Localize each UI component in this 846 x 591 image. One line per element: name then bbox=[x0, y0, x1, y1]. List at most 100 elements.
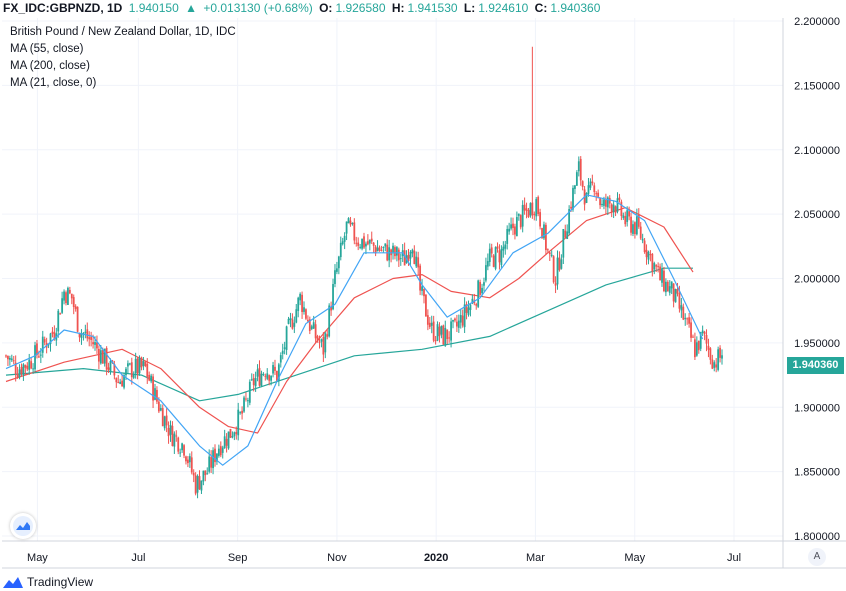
candle-body bbox=[200, 480, 203, 491]
candle-body bbox=[527, 209, 530, 218]
candle-body bbox=[101, 350, 104, 364]
candle-body bbox=[86, 329, 89, 339]
candle-body bbox=[219, 446, 222, 456]
candle-body bbox=[63, 291, 65, 301]
candle-body bbox=[411, 249, 414, 254]
candle-body bbox=[368, 239, 371, 244]
candle-body bbox=[12, 360, 15, 362]
candle-body bbox=[117, 381, 120, 383]
candle-body bbox=[606, 197, 609, 208]
symbol-label[interactable]: FX_IDC:GBPNZD, 1D bbox=[3, 1, 123, 15]
candle-body bbox=[661, 269, 663, 283]
candle-body bbox=[235, 431, 238, 435]
candle-body bbox=[125, 368, 127, 376]
candle-body bbox=[558, 257, 561, 271]
candle-body bbox=[277, 364, 280, 381]
candle-body bbox=[641, 238, 644, 241]
candle-body bbox=[380, 249, 383, 251]
candle-body bbox=[471, 298, 474, 304]
symbol-header: FX_IDC:GBPNZD, 1D 1.940150 ▲ +0.013130 (… bbox=[0, 0, 846, 17]
legend-ma200[interactable]: MA (200, close) bbox=[10, 60, 90, 72]
auto-scale-button[interactable]: A bbox=[808, 548, 826, 566]
candle-body bbox=[140, 357, 143, 368]
candle-body bbox=[96, 342, 98, 349]
candle-body bbox=[374, 246, 377, 254]
high-label: H: bbox=[391, 1, 405, 15]
candle-body bbox=[109, 360, 112, 372]
candle-body bbox=[188, 456, 191, 463]
candle-body bbox=[494, 247, 497, 269]
candle-body bbox=[643, 240, 646, 253]
candle-body bbox=[8, 357, 11, 360]
candle-body bbox=[314, 324, 317, 339]
candle-body bbox=[537, 196, 540, 215]
candle-body bbox=[324, 333, 327, 353]
candle-body bbox=[299, 293, 302, 301]
candle-body bbox=[41, 336, 44, 353]
candle-body bbox=[339, 242, 342, 258]
candle-body bbox=[452, 319, 454, 322]
candle-body bbox=[221, 447, 224, 453]
x-tick-label: Jul bbox=[131, 552, 145, 564]
candle-body bbox=[119, 381, 122, 384]
candle-body bbox=[517, 213, 520, 216]
candle-body bbox=[266, 373, 269, 379]
candle-body bbox=[651, 253, 654, 272]
candle-body bbox=[357, 242, 360, 246]
candle-body bbox=[653, 263, 656, 270]
legend-ma55[interactable]: MA (55, close) bbox=[10, 43, 84, 55]
candle-body bbox=[628, 211, 631, 217]
candle-body bbox=[709, 348, 712, 360]
candle-body bbox=[72, 297, 75, 307]
candle-body bbox=[76, 306, 79, 332]
candle-body bbox=[32, 368, 34, 370]
candle-body bbox=[535, 199, 538, 217]
candle-body bbox=[593, 185, 596, 192]
open-value: 1.926580 bbox=[335, 1, 386, 15]
candle-body bbox=[229, 428, 232, 438]
tradingview-logo[interactable]: TradingView bbox=[0, 573, 93, 591]
candle-body bbox=[171, 425, 174, 446]
candle-body bbox=[134, 358, 137, 374]
candle-body bbox=[361, 238, 363, 249]
candle-body bbox=[703, 331, 706, 335]
cloud-chart-icon[interactable] bbox=[10, 513, 36, 539]
candle-body bbox=[498, 250, 501, 263]
candle-body bbox=[127, 363, 129, 367]
candle-body bbox=[697, 340, 700, 351]
candle-body bbox=[53, 332, 56, 339]
candle-body bbox=[556, 257, 559, 285]
candle-body bbox=[407, 254, 410, 262]
candle-body bbox=[289, 318, 292, 321]
candle-body bbox=[258, 367, 261, 386]
candle-body bbox=[688, 317, 691, 324]
candle-body bbox=[610, 204, 613, 212]
candle-body bbox=[504, 244, 507, 249]
candle-body bbox=[291, 319, 294, 329]
candle-body bbox=[624, 216, 627, 225]
legend-ma21[interactable]: MA (21, close, 0) bbox=[10, 77, 97, 89]
candle-body bbox=[177, 437, 180, 452]
y-tick-label: 2.100000 bbox=[794, 145, 840, 157]
candle-body bbox=[84, 331, 87, 334]
legend-title[interactable]: British Pound / New Zealand Dollar, 1D, … bbox=[10, 26, 236, 38]
candle-body bbox=[545, 224, 547, 251]
x-tick-label: May bbox=[624, 552, 645, 564]
ma21-line bbox=[5, 194, 704, 466]
candle-body bbox=[245, 398, 247, 400]
candle-body bbox=[622, 215, 625, 218]
y-tick-label: 1.900000 bbox=[794, 402, 840, 414]
candle-body bbox=[217, 448, 220, 456]
candle-body bbox=[384, 243, 387, 247]
candle-body bbox=[446, 329, 449, 340]
candle-body bbox=[154, 388, 156, 400]
candle-body bbox=[341, 241, 344, 245]
close-label: C: bbox=[534, 1, 548, 15]
candle-body bbox=[515, 217, 518, 237]
candle-body bbox=[502, 246, 505, 251]
candle-body bbox=[674, 289, 677, 303]
candle-body bbox=[196, 475, 199, 493]
candle-body bbox=[312, 322, 315, 329]
candle-body bbox=[70, 293, 73, 299]
